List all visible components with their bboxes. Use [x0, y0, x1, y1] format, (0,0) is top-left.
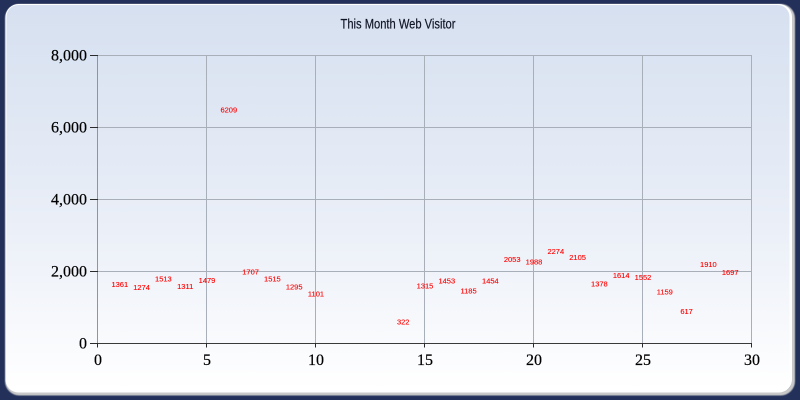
- svg-text:This Month Web Visitor: This Month Web Visitor: [341, 16, 456, 32]
- svg-text:1185: 1185: [461, 286, 477, 295]
- svg-text:1311: 1311: [177, 282, 193, 291]
- svg-text:5: 5: [203, 352, 211, 369]
- svg-text:1159: 1159: [657, 287, 673, 296]
- svg-text:10: 10: [308, 352, 324, 369]
- svg-text:1479: 1479: [199, 276, 216, 285]
- svg-text:0: 0: [79, 336, 87, 353]
- svg-text:1614: 1614: [613, 271, 630, 280]
- svg-text:1315: 1315: [417, 282, 434, 291]
- svg-text:2,000: 2,000: [51, 264, 87, 281]
- svg-text:1454: 1454: [482, 277, 499, 286]
- svg-text:8,000: 8,000: [51, 48, 87, 65]
- svg-text:6209: 6209: [220, 106, 237, 115]
- svg-text:1910: 1910: [700, 260, 717, 269]
- svg-text:2053: 2053: [504, 255, 521, 264]
- svg-text:1697: 1697: [722, 268, 739, 277]
- svg-text:1513: 1513: [155, 275, 172, 284]
- svg-text:322: 322: [397, 317, 410, 326]
- svg-text:6,000: 6,000: [51, 120, 87, 137]
- svg-text:2105: 2105: [569, 253, 586, 262]
- svg-text:1988: 1988: [526, 257, 543, 266]
- svg-text:1295: 1295: [286, 282, 303, 291]
- svg-text:20: 20: [526, 352, 542, 369]
- svg-text:25: 25: [635, 352, 651, 369]
- svg-text:4,000: 4,000: [51, 192, 87, 209]
- svg-text:1361: 1361: [111, 280, 128, 289]
- svg-text:15: 15: [417, 352, 433, 369]
- svg-text:1274: 1274: [133, 283, 150, 292]
- svg-text:617: 617: [680, 307, 693, 316]
- svg-text:1378: 1378: [591, 279, 608, 288]
- svg-text:2274: 2274: [547, 247, 564, 256]
- svg-text:1552: 1552: [635, 273, 652, 282]
- svg-text:1101: 1101: [308, 289, 324, 298]
- svg-text:0: 0: [94, 352, 102, 369]
- svg-text:1515: 1515: [264, 275, 281, 284]
- svg-text:1453: 1453: [438, 277, 455, 286]
- svg-text:1707: 1707: [242, 268, 259, 277]
- svg-text:30: 30: [744, 352, 760, 369]
